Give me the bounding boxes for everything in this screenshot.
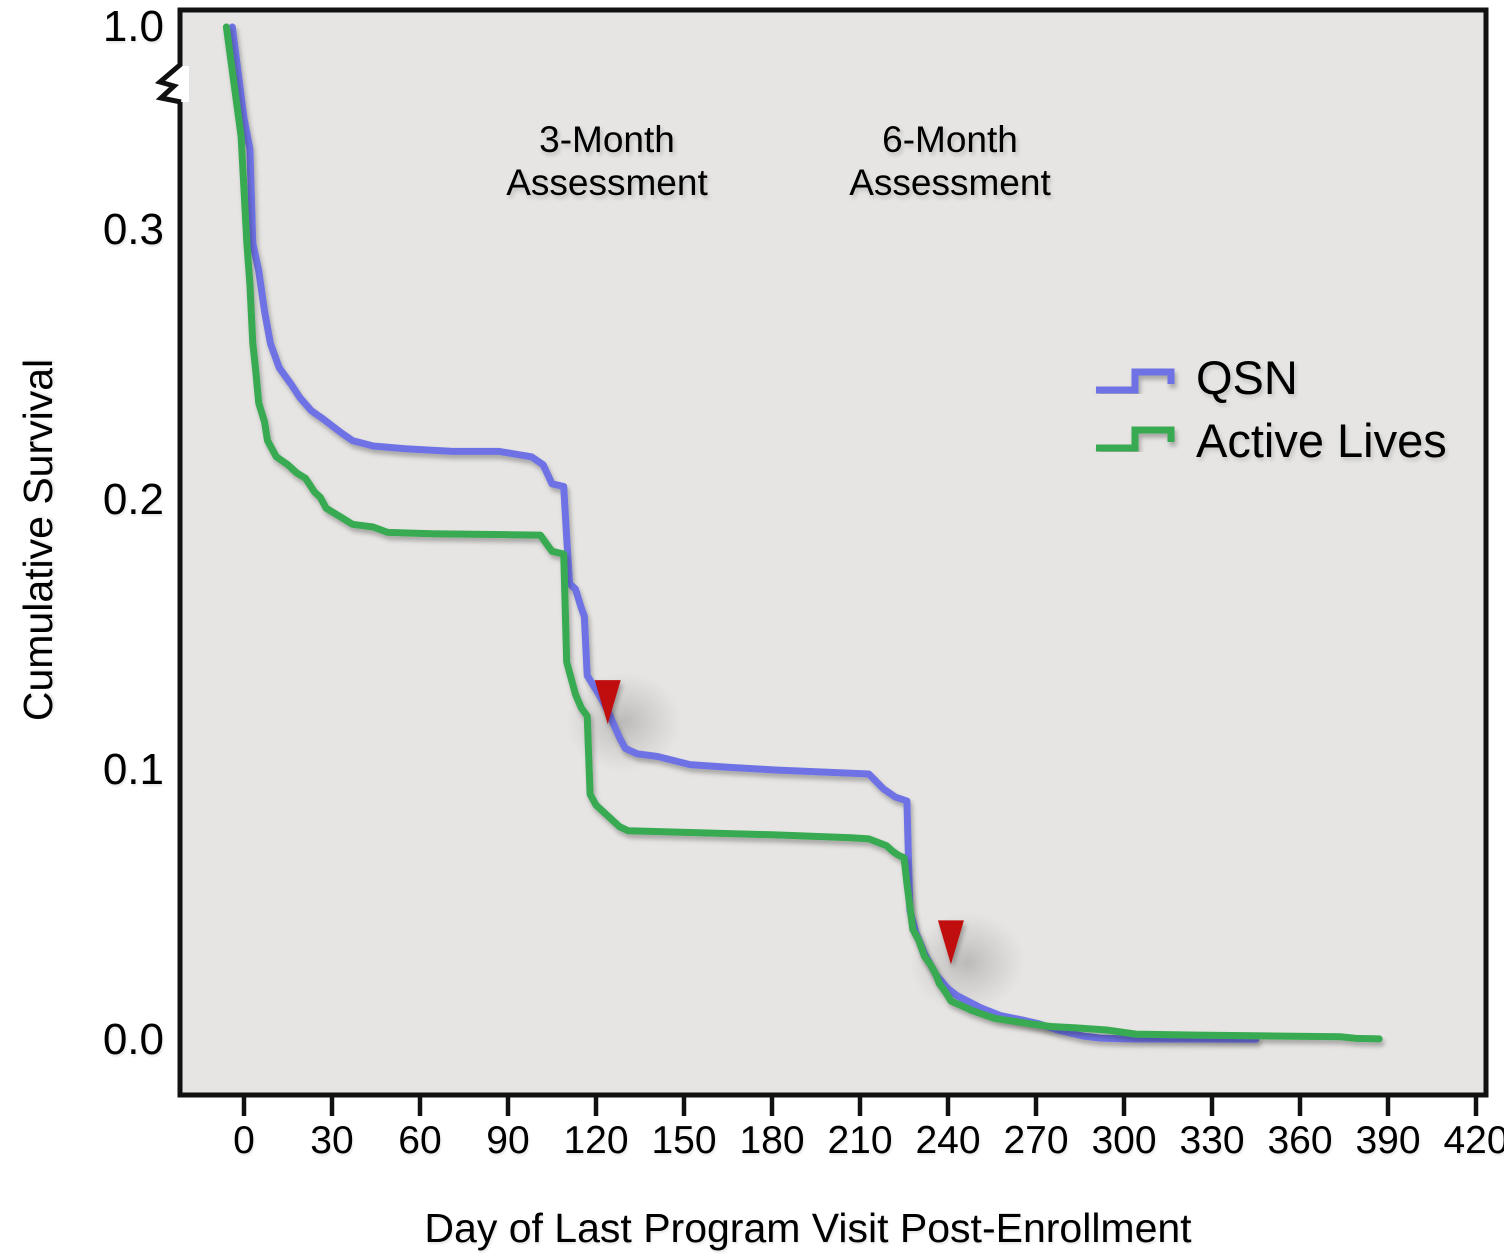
x-tick-label: 240 xyxy=(915,1119,981,1162)
x-tick-label: 150 xyxy=(651,1119,717,1162)
plot-area xyxy=(180,10,1486,1095)
y-tick-label: 0.2 xyxy=(102,475,164,524)
annotation-3-month-line2: Assessment xyxy=(506,162,708,203)
y-tick-label: 0.1 xyxy=(102,745,164,794)
arrow-shadow xyxy=(565,672,682,773)
annotation-3-month: 3-Month Assessment xyxy=(447,118,767,204)
axis-break-gap xyxy=(172,66,189,102)
x-tick-label: 180 xyxy=(739,1119,805,1162)
legend-label-active-lives: Active Lives xyxy=(1196,414,1447,467)
x-tick-label: 360 xyxy=(1267,1119,1333,1162)
x-axis-title: Day of Last Program Visit Post-Enrollmen… xyxy=(424,1205,1192,1251)
x-tick-label: 210 xyxy=(827,1119,893,1162)
annotation-3-month-line1: 3-Month xyxy=(539,119,675,160)
legend-line-qsn-icon xyxy=(1096,368,1175,394)
x-tick-label: 420 xyxy=(1443,1119,1504,1162)
annotation-arrowhead-icon xyxy=(594,680,621,725)
y-axis-title: Cumulative Survival xyxy=(15,358,61,722)
annotation-6-month-line1: 6-Month xyxy=(882,119,1018,160)
x-tick-label: 30 xyxy=(310,1119,354,1162)
annotation-6-month: 6-Month Assessment xyxy=(790,118,1110,204)
x-tick-label: 330 xyxy=(1179,1119,1245,1162)
legend-line-active-lives-icon xyxy=(1096,426,1175,452)
x-tick-label: 270 xyxy=(1003,1119,1069,1162)
x-tick-label: 0 xyxy=(233,1119,255,1162)
curve-active-lives xyxy=(222,23,1383,1043)
y-tick-label: 0.3 xyxy=(102,205,164,254)
x-tick-label: 60 xyxy=(398,1119,442,1162)
annotation-arrowhead-icon xyxy=(937,920,964,965)
axis-break-icon xyxy=(154,62,183,105)
y-tick-label: 0.0 xyxy=(102,1015,164,1064)
annotation-6-month-line2: Assessment xyxy=(849,162,1051,203)
plot-frame xyxy=(177,7,1489,1098)
x-tick-label: 390 xyxy=(1355,1119,1421,1162)
x-tick-label: 120 xyxy=(563,1119,629,1162)
y-tick-label: 1.0 xyxy=(102,1,164,51)
x-tick-label: 300 xyxy=(1091,1119,1157,1162)
legend-label-qsn: QSN xyxy=(1196,351,1298,404)
x-tick-label: 90 xyxy=(486,1119,530,1162)
